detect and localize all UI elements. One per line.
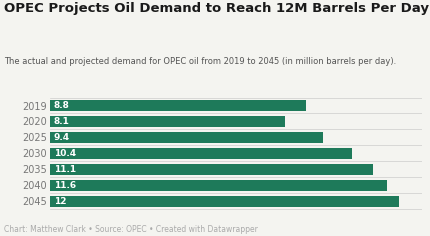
Bar — [49, 180, 387, 191]
Text: 8.1: 8.1 — [54, 117, 70, 126]
Bar — [49, 196, 398, 207]
Text: 9.4: 9.4 — [54, 133, 70, 142]
Bar — [49, 148, 352, 159]
Text: 12: 12 — [54, 197, 66, 206]
Text: 11.6: 11.6 — [54, 181, 76, 190]
Bar — [49, 100, 305, 111]
Text: Chart: Matthew Clark • Source: OPEC • Created with Datawrapper: Chart: Matthew Clark • Source: OPEC • Cr… — [4, 225, 258, 234]
Text: The actual and projected demand for OPEC oil from 2019 to 2045 (in million barre: The actual and projected demand for OPEC… — [4, 57, 396, 66]
Text: OPEC Projects Oil Demand to Reach 12M Barrels Per Day by 2045: OPEC Projects Oil Demand to Reach 12M Ba… — [4, 2, 430, 15]
Bar — [49, 116, 285, 127]
Text: 8.8: 8.8 — [54, 101, 70, 110]
Bar — [49, 164, 372, 175]
Text: 10.4: 10.4 — [54, 149, 76, 158]
Bar — [49, 132, 322, 143]
Text: 11.1: 11.1 — [54, 165, 76, 174]
